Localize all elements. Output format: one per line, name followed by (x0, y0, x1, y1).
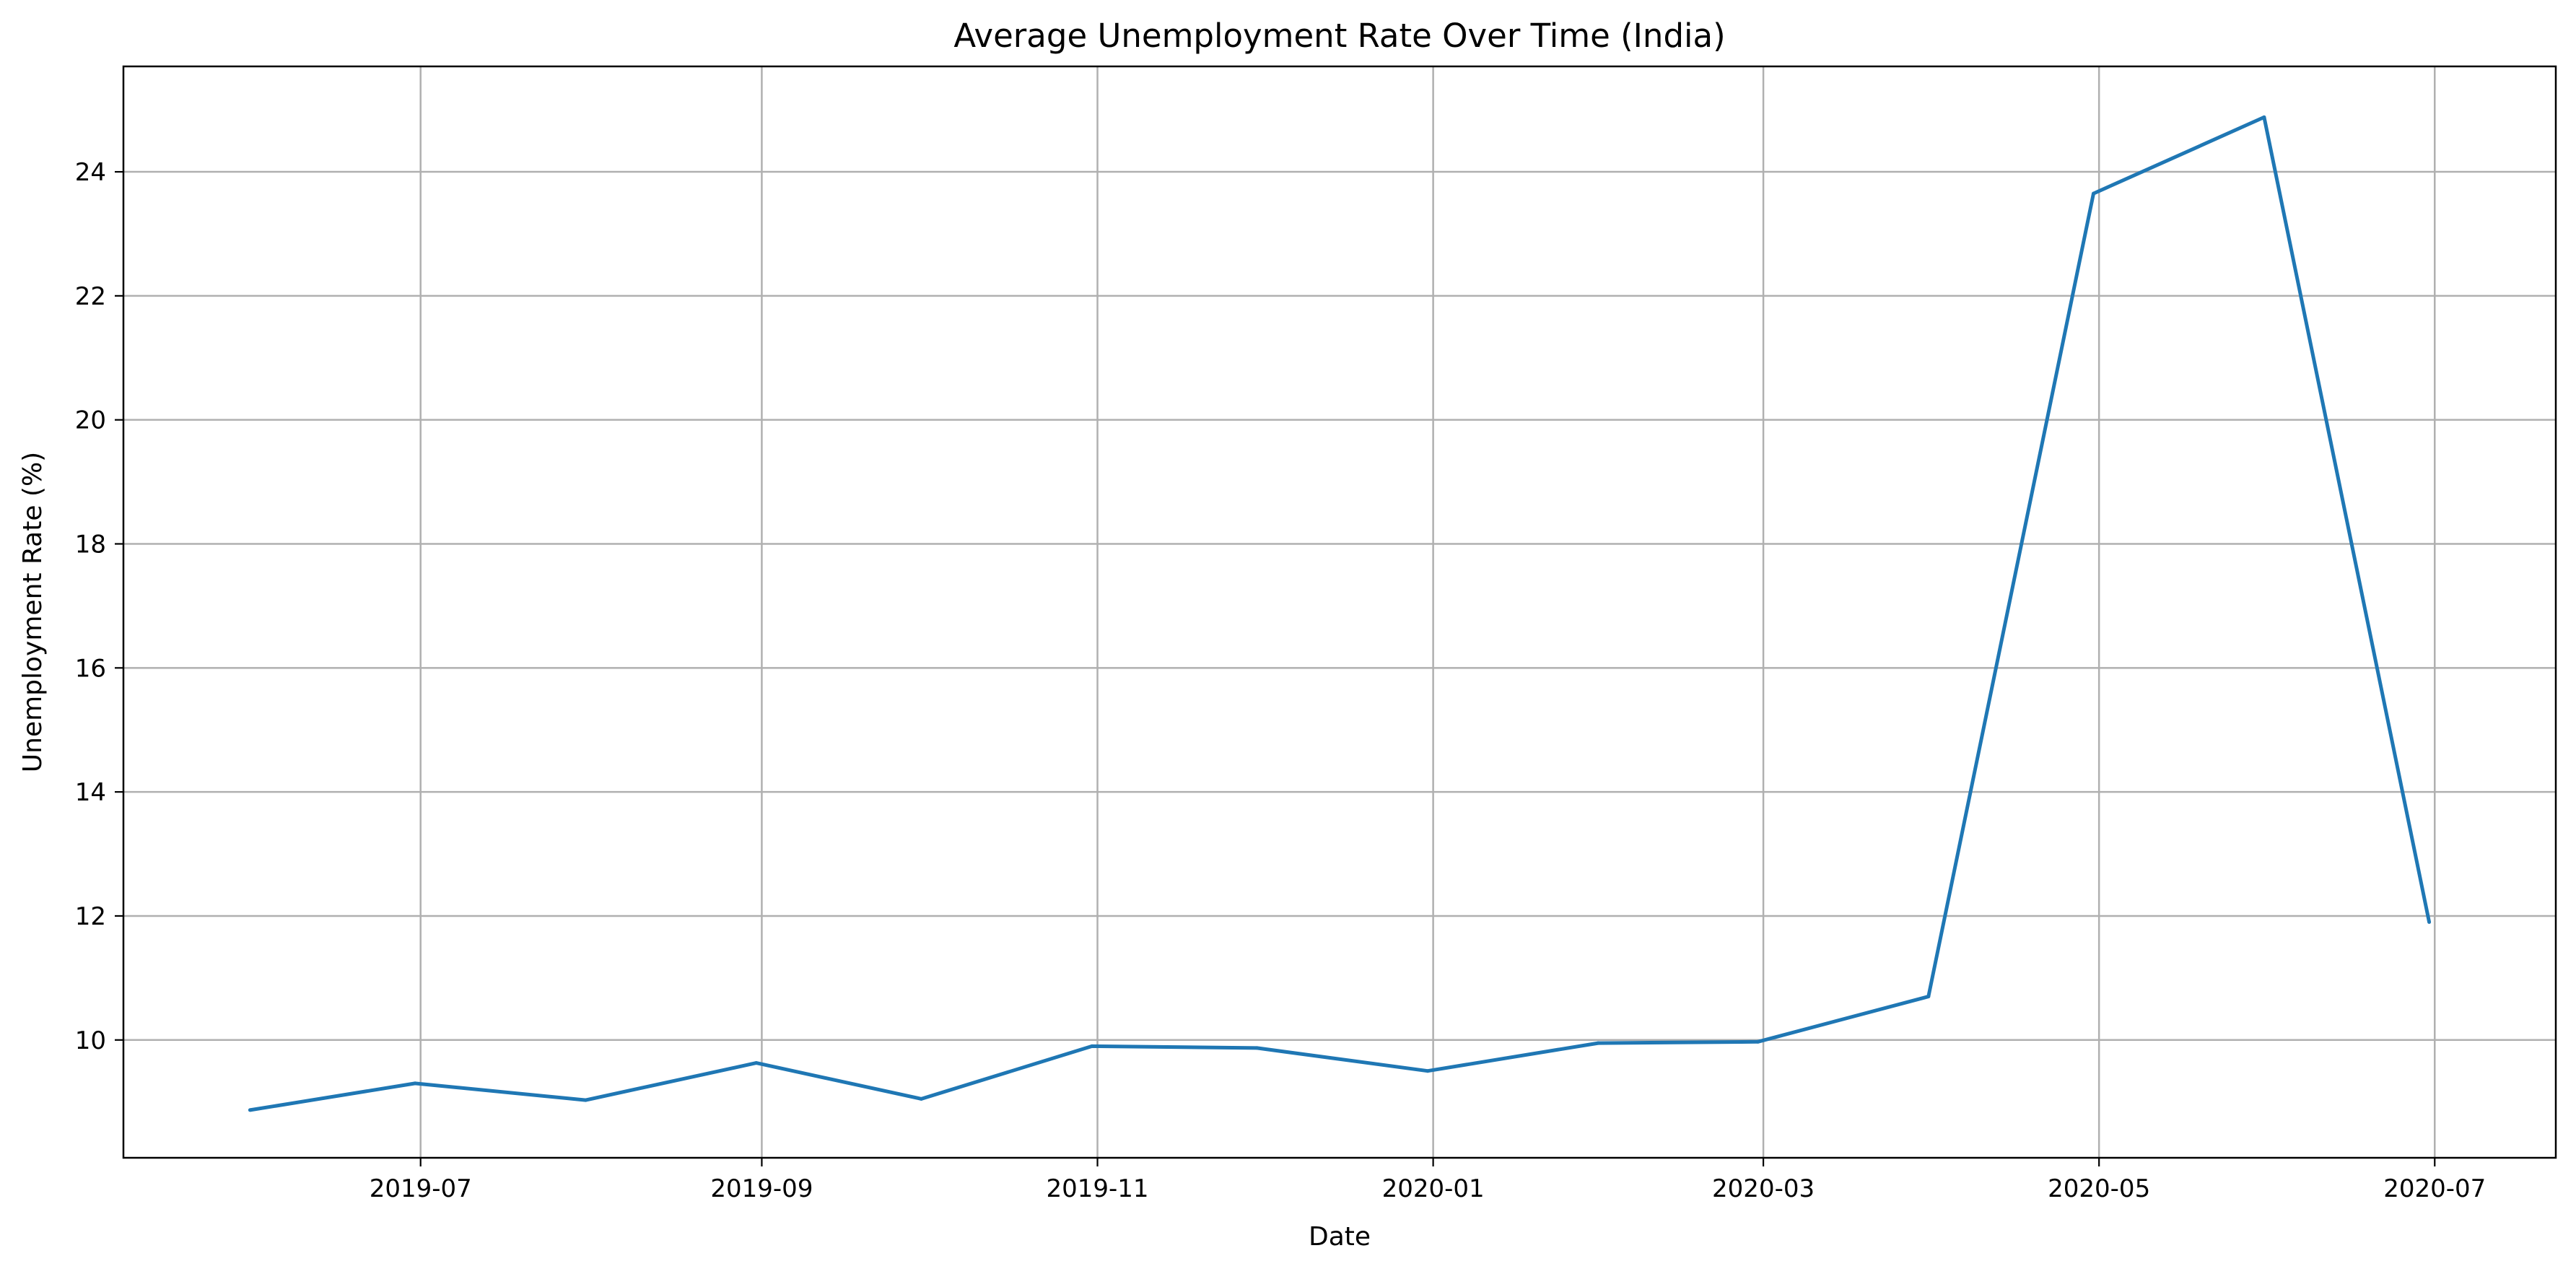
data-point (754, 1061, 759, 1065)
data-point (248, 1108, 252, 1112)
y-tick-label: 22 (75, 282, 106, 311)
data-point (2427, 920, 2432, 924)
data-point (1926, 995, 1931, 999)
data-point (1756, 1039, 1760, 1044)
data-point (413, 1081, 417, 1086)
grid (123, 66, 2556, 1158)
y-tick-label: 24 (75, 158, 106, 187)
data-point (1425, 1069, 1430, 1073)
x-axis-label: Date (1309, 1222, 1371, 1252)
data-point (1090, 1044, 1094, 1048)
y-tick-label: 18 (75, 531, 106, 559)
y-axis-ticks: 10 12 14 16 18 20 22 24 (75, 158, 123, 1055)
y-tick-label: 12 (75, 902, 106, 931)
data-point (2262, 115, 2266, 119)
series-layer (248, 115, 2432, 1112)
x-tick-label: 2020-07 (2383, 1174, 2486, 1203)
x-tick-label: 2020-03 (1712, 1174, 1815, 1203)
x-tick-label: 2020-01 (1382, 1174, 1485, 1203)
data-point (920, 1096, 923, 1101)
x-tick-label: 2020-05 (2048, 1174, 2150, 1203)
x-axis-ticks: 2019-07 2019-09 2019-11 2020-01 2020-03 2020-… (370, 1158, 2486, 1203)
data-point (1596, 1041, 1600, 1045)
x-tick-label: 2019-09 (710, 1174, 813, 1203)
y-tick-label: 10 (75, 1026, 106, 1055)
x-tick-label: 2019-07 (370, 1174, 472, 1203)
data-point (584, 1098, 588, 1102)
data-point (2092, 191, 2095, 196)
plot-frame (122, 65, 2557, 1159)
y-axis-label: Unemployment Rate (%) (18, 452, 48, 772)
chart-title: Average Unemployment Rate Over Time (Ind… (953, 17, 1725, 55)
y-tick-label: 14 (75, 778, 106, 807)
data-point (1255, 1046, 1259, 1050)
x-tick-label: 2019-11 (1046, 1174, 1148, 1203)
series-line (250, 115, 2432, 1112)
y-tick-label: 20 (75, 406, 106, 435)
y-tick-label: 16 (75, 654, 106, 683)
